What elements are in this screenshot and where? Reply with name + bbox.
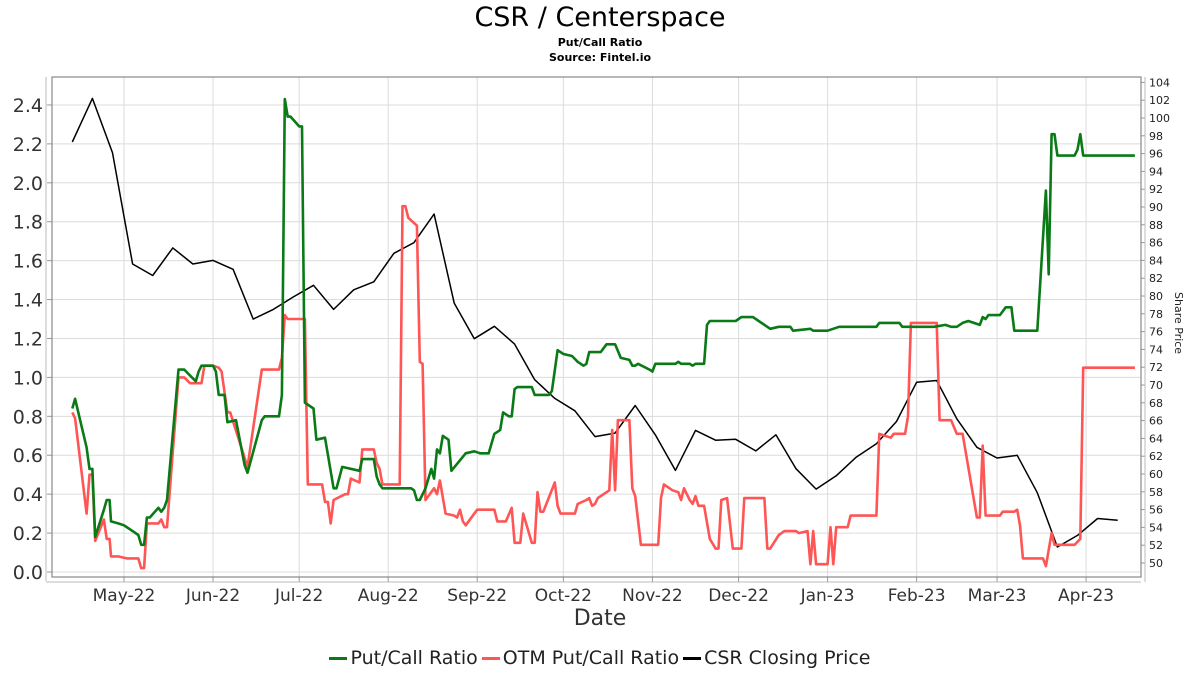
- x-axis-tick: Aug-22: [358, 586, 419, 606]
- right-axis-tick: 60: [1149, 468, 1163, 481]
- right-axis-tick: 76: [1149, 326, 1163, 339]
- right-axis-tick: 96: [1149, 148, 1163, 161]
- series-line-2: [71, 97, 1118, 548]
- axes: 0.0 0.2 0.4 0.6 0.8 1.0 1.2 1.4 1.6 1.8 2.0 2.2 2.4 M…: [13, 76, 1170, 606]
- left-axis-tick: 1.6: [13, 251, 43, 273]
- right-axis-tick: 98: [1149, 130, 1163, 143]
- legend-swatch-green: [329, 656, 348, 660]
- x-axis-tick: Dec-22: [708, 586, 769, 606]
- right-axis-tick: 66: [1149, 415, 1163, 428]
- right-axis-tick: 90: [1149, 201, 1163, 214]
- left-axis-tick: 0.4: [13, 484, 43, 506]
- right-axis-tick: 54: [1149, 521, 1163, 534]
- right-axis-tick: 72: [1149, 361, 1163, 374]
- right-axis-tick: 58: [1149, 486, 1163, 499]
- chart-source: Source: Fintel.io: [548, 51, 652, 64]
- series-lines: [71, 97, 1135, 570]
- right-axis-tick: 82: [1149, 272, 1163, 285]
- left-axis-tick: 1.8: [13, 212, 43, 234]
- x-axis-tick: May-22: [93, 586, 156, 606]
- legend-item-put-call[interactable]: Put/Call Ratio: [329, 647, 478, 669]
- x-axis-label: Date: [573, 606, 627, 631]
- right-axis-tick: 88: [1149, 219, 1163, 232]
- right-axis-label: Share Price: [1172, 292, 1185, 355]
- x-axis-tick: Sep-22: [447, 586, 507, 606]
- left-axis-tick: 0.0: [13, 562, 43, 584]
- left-axis-tick: 1.2: [13, 328, 43, 350]
- legend-item-otm-put-call[interactable]: OTM Put/Call Ratio: [481, 647, 680, 669]
- chart-title: CSR / Centerspace: [474, 2, 726, 33]
- left-axis-tick: 0.8: [13, 406, 43, 428]
- chart-subtitle: Put/Call Ratio: [557, 36, 643, 49]
- right-axis-tick: 68: [1149, 397, 1163, 410]
- x-axis-tick: Oct-22: [535, 586, 592, 606]
- right-axis-tick: 86: [1149, 237, 1163, 250]
- x-axis-tick: Jan-23: [800, 586, 855, 606]
- legend-swatch-black: [683, 656, 702, 660]
- left-axis-tick: 2.2: [13, 134, 43, 156]
- legend-label: OTM Put/Call Ratio: [502, 647, 680, 669]
- right-axis-tick: 70: [1149, 379, 1163, 392]
- x-axis-tick: Feb-23: [888, 586, 946, 606]
- right-axis-tick: 50: [1149, 557, 1163, 570]
- x-axis-tick: Jun-22: [185, 586, 240, 606]
- x-axis-tick: Nov-22: [622, 586, 683, 606]
- right-axis-tick: 64: [1149, 432, 1163, 445]
- legend-label: Put/Call Ratio: [350, 647, 478, 669]
- right-axis-tick: 100: [1149, 112, 1170, 125]
- right-axis-tick: 102: [1149, 94, 1170, 107]
- right-axis-tick: 52: [1149, 539, 1163, 552]
- left-axis-tick: 1.0: [13, 367, 43, 389]
- right-axis-tick: 56: [1149, 504, 1163, 517]
- left-axis-tick: 2.4: [13, 95, 43, 117]
- x-axis-tick: Apr-23: [1058, 586, 1114, 606]
- right-axis-tick: 104: [1149, 76, 1170, 89]
- right-axis-tick: 78: [1149, 308, 1163, 321]
- right-axis-tick: 84: [1149, 254, 1163, 267]
- left-axis-tick: 0.2: [13, 523, 43, 545]
- right-axis-tick: 74: [1149, 343, 1163, 356]
- x-axis-tick: Mar-23: [968, 586, 1027, 606]
- right-axis-tick: 92: [1149, 183, 1163, 196]
- right-axis-tick: 94: [1149, 165, 1163, 178]
- left-axis-tick: 0.6: [13, 445, 43, 467]
- legend-swatch-red: [481, 656, 500, 660]
- series-line-0: [71, 97, 1135, 547]
- left-axis-tick: 2.0: [13, 173, 43, 195]
- x-axis-tick: Jul-22: [274, 586, 323, 606]
- legend-label: CSR Closing Price: [704, 647, 871, 669]
- legend: Put/Call Ratio OTM Put/Call Ratio CSR Cl…: [0, 647, 1200, 669]
- right-axis-tick: 62: [1149, 450, 1163, 463]
- legend-item-closing-price[interactable]: CSR Closing Price: [683, 647, 871, 669]
- left-axis-tick: 1.4: [13, 290, 43, 312]
- right-axis-tick: 80: [1149, 290, 1163, 303]
